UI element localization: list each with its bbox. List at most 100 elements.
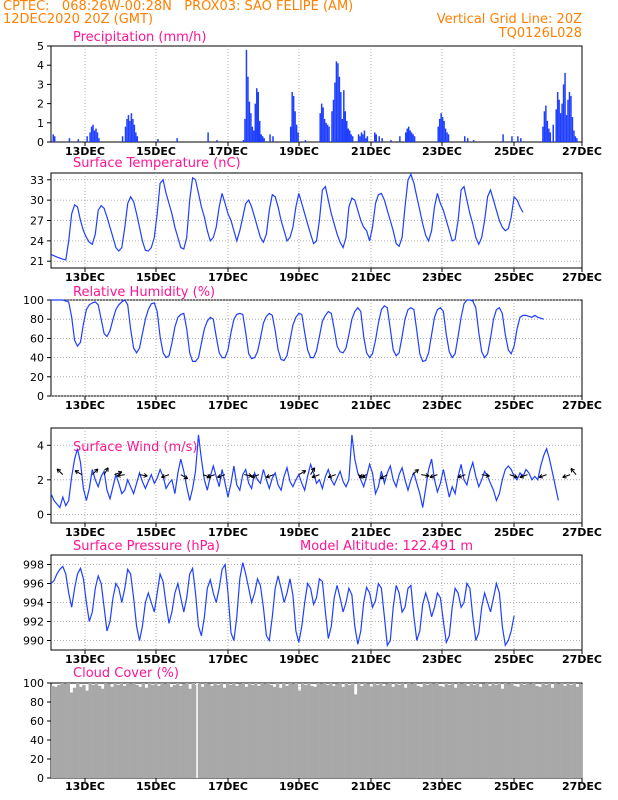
- precip-bar: [127, 115, 130, 142]
- precip-bar: [366, 136, 369, 142]
- panel-4-xtick-label: 19DEC: [279, 653, 319, 666]
- panel-1-ytick-label: 27: [30, 215, 44, 228]
- cloud-bar: [141, 683, 146, 778]
- precip-bar: [438, 118, 441, 142]
- wind-arrow-head: [74, 470, 78, 475]
- cloud-bar: [553, 683, 558, 778]
- cloud-bar: [138, 686, 142, 778]
- header-line2-left: 12DEC2020 20Z (GMT): [3, 12, 154, 27]
- cloud-bar: [541, 683, 545, 778]
- cloud-bar: [394, 683, 399, 778]
- wind-arrow-head: [248, 473, 253, 477]
- cloud-bar: [369, 686, 374, 778]
- precip-bar: [130, 113, 133, 142]
- precip-bar: [334, 82, 336, 142]
- cloud-bar: [525, 683, 530, 778]
- panel-1-frame: [50, 172, 583, 269]
- cloud-bar: [469, 683, 473, 778]
- panel-4-xtick-label: 17DEC: [208, 653, 248, 666]
- cloud-bar: [185, 683, 189, 778]
- precip-bar: [363, 130, 366, 142]
- wind-arrow-head: [514, 474, 518, 478]
- cloud-bar: [463, 683, 467, 778]
- cloud-bar: [441, 686, 445, 778]
- precip-bar: [548, 128, 550, 142]
- wind-arrow-head: [328, 476, 333, 479]
- panel-2-ytick-label: 0: [37, 390, 44, 403]
- cloud-bar: [125, 683, 130, 778]
- precip-bar: [247, 76, 249, 142]
- cloud-bar: [338, 683, 342, 778]
- cloud-bar: [129, 683, 133, 778]
- cloud-bar: [57, 684, 61, 778]
- cloud-bar: [407, 683, 411, 778]
- cloud-bar: [157, 685, 161, 778]
- precip-bar: [326, 124, 329, 142]
- wind-arrow: [509, 474, 518, 478]
- wind-arrow-head: [425, 475, 430, 478]
- cloud-bar: [269, 684, 274, 778]
- wind-arrow: [421, 474, 430, 477]
- cloud-bar: [347, 684, 352, 778]
- precip-bar: [68, 138, 71, 142]
- precip-bar: [399, 136, 401, 142]
- precip-bar: [574, 136, 577, 142]
- cloud-bar: [85, 690, 89, 778]
- cloud-bar: [241, 683, 245, 778]
- wind-arrow: [380, 474, 388, 480]
- precip-bar: [567, 99, 569, 142]
- precip-bar: [545, 105, 547, 142]
- precip-bar: [558, 99, 560, 142]
- cloud-bar: [344, 683, 349, 778]
- precip-bar: [126, 118, 128, 142]
- cloud-bar: [416, 685, 420, 778]
- cloud-bar: [94, 683, 99, 778]
- wind-arrow-head: [217, 476, 222, 479]
- precip-bar: [98, 138, 100, 142]
- precip-bar: [576, 138, 578, 142]
- panel-3-xtick-label: 23DEC: [422, 526, 462, 539]
- precip-bar: [251, 126, 254, 142]
- cloud-bar: [100, 688, 105, 778]
- cloud-bar: [357, 683, 361, 778]
- panel-1-series-line: [50, 172, 524, 261]
- precip-bar: [381, 138, 383, 142]
- cloud-bar: [475, 683, 480, 778]
- precip-bar: [357, 134, 360, 142]
- precip-bar: [244, 118, 246, 142]
- panel-4-ytick-label: 992: [23, 616, 44, 629]
- cloud-bar: [63, 683, 67, 778]
- cloud-bar: [572, 683, 577, 778]
- panel-0-ytick-label: 5: [37, 40, 44, 53]
- precip-bar: [323, 118, 326, 142]
- cloud-bar: [79, 686, 83, 778]
- precip-bar: [568, 92, 571, 142]
- precip-bar: [341, 118, 344, 142]
- panel-5-title: Cloud Cover (%): [73, 666, 179, 681]
- cloud-bar: [279, 687, 283, 778]
- cloud-bar: [500, 688, 505, 778]
- cloud-bar: [135, 684, 139, 778]
- cloud-bar: [294, 683, 299, 778]
- panel-5-ytick-label: 100: [23, 677, 44, 690]
- cloud-bar: [510, 683, 514, 778]
- cloud-bar: [341, 686, 345, 778]
- panel-5-xtick-label: 13DEC: [65, 780, 105, 793]
- precip-bar: [132, 118, 134, 142]
- wind-arrow: [56, 468, 64, 475]
- precip-bar: [256, 88, 258, 142]
- precip-bar: [261, 136, 264, 142]
- panel-1-xtick-label: 15DEC: [136, 271, 176, 284]
- panel-3-xtick-label: 25DEC: [494, 526, 534, 539]
- cloud-bar: [478, 686, 483, 778]
- panel-1-ytick-label: 21: [30, 255, 44, 268]
- precip-bar: [96, 132, 99, 142]
- wind-arrow: [217, 474, 226, 478]
- precip-bar: [374, 132, 376, 142]
- cloud-bar: [391, 686, 395, 778]
- cloud-bar: [88, 683, 92, 778]
- panel-2-xtick-label: 13DEC: [65, 399, 105, 412]
- precip-bar: [406, 128, 408, 142]
- panel-5-ytick-label: 80: [30, 696, 44, 709]
- panel-3-title: Surface Wind (m/s): [73, 440, 197, 455]
